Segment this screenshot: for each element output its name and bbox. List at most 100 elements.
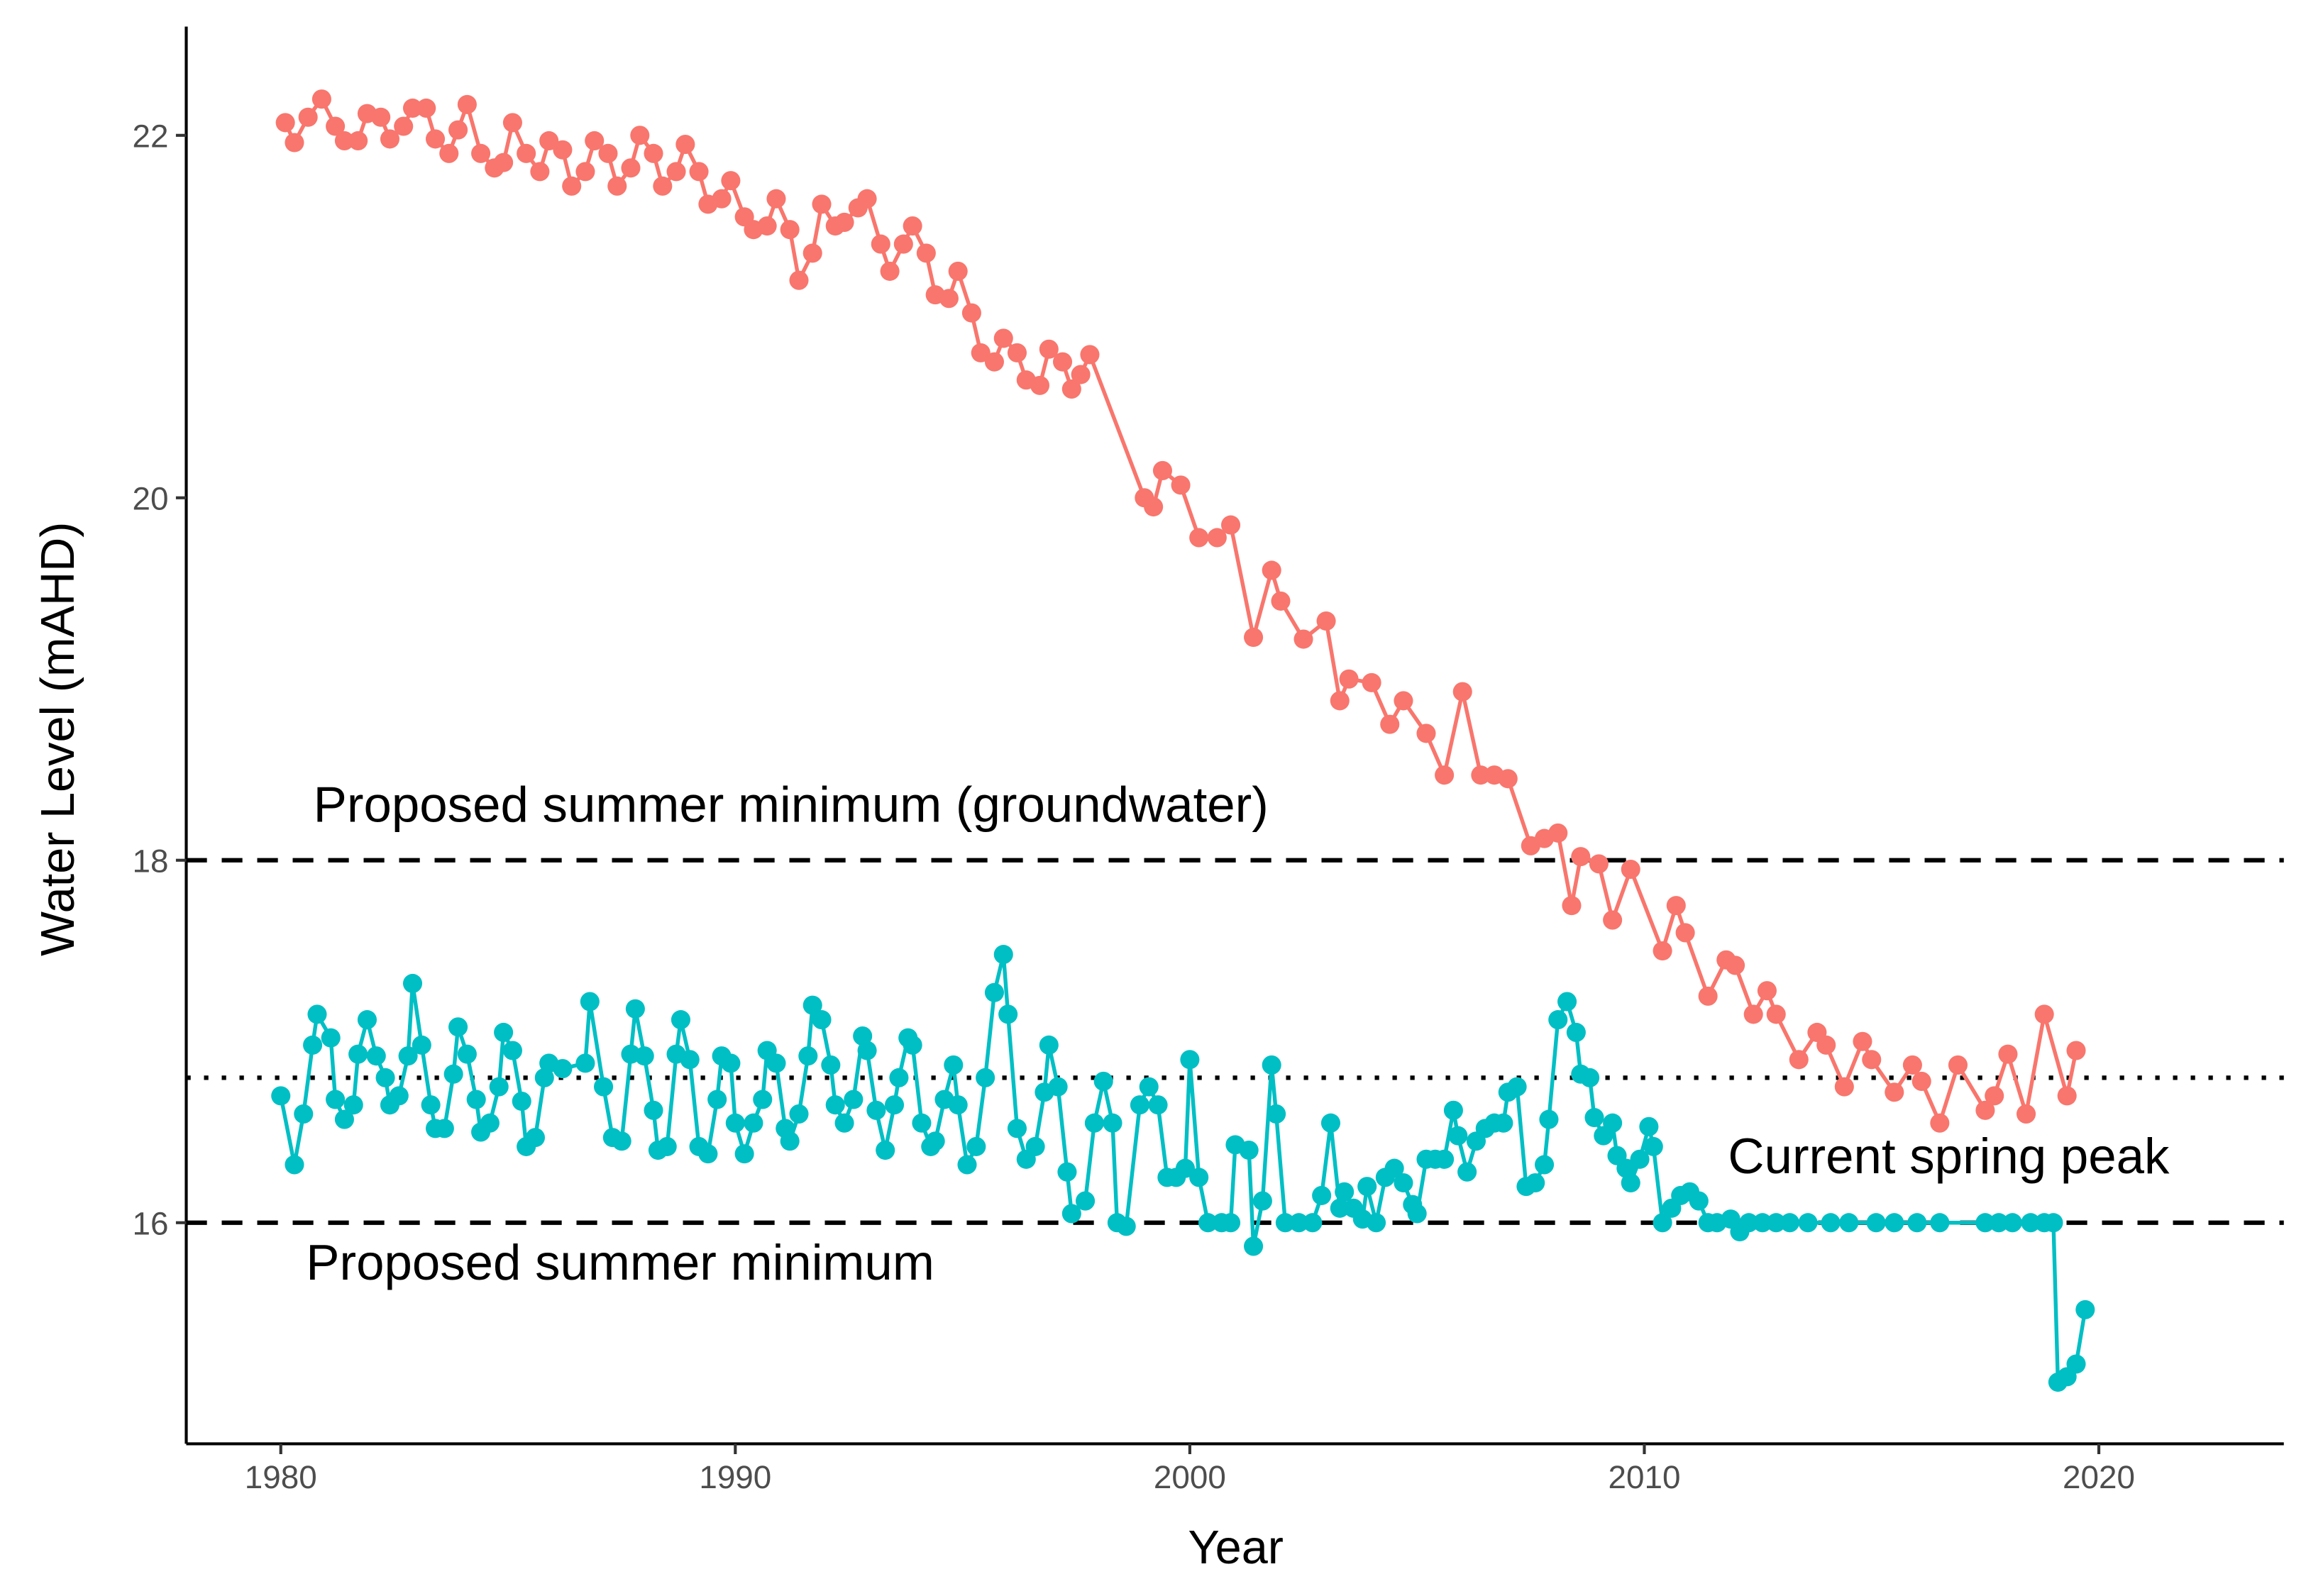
point <box>1116 1217 1136 1236</box>
series-line <box>283 96 2078 1125</box>
point <box>425 129 446 149</box>
point <box>366 1046 386 1066</box>
point <box>1853 1031 1872 1051</box>
y-axis-title: Water Level (mAHD) <box>32 521 84 955</box>
point <box>466 1090 486 1109</box>
point <box>853 1026 873 1046</box>
point <box>321 1028 341 1048</box>
point <box>725 1113 745 1133</box>
point <box>512 1092 531 1112</box>
point <box>1566 1022 1586 1043</box>
point <box>402 98 423 118</box>
point <box>1616 1158 1636 1178</box>
point <box>1689 1191 1709 1211</box>
point <box>1589 854 1609 874</box>
point <box>1448 1126 1468 1146</box>
point <box>502 1041 522 1060</box>
point <box>998 1004 1018 1024</box>
point <box>457 94 477 114</box>
point <box>1930 1213 1950 1233</box>
point <box>1989 1213 2009 1233</box>
point <box>1061 1204 1081 1224</box>
x-axis-title: Year <box>1188 1522 1284 1574</box>
point <box>480 1113 500 1133</box>
point <box>1757 981 1777 1001</box>
point <box>1394 691 1413 711</box>
point <box>993 328 1013 348</box>
point <box>1152 460 1172 480</box>
point <box>1452 682 1472 702</box>
point <box>1080 345 1100 365</box>
point <box>1007 1119 1027 1138</box>
point <box>1571 847 1591 867</box>
point <box>1548 1010 1568 1030</box>
point <box>2043 1213 2063 1233</box>
point <box>1698 986 1718 1006</box>
point <box>1435 765 1455 785</box>
point <box>1057 1162 1077 1182</box>
point <box>2075 1299 2095 1319</box>
point <box>1039 1035 1059 1055</box>
point <box>1207 528 1227 548</box>
point <box>2057 1086 2077 1106</box>
y-tick-label: 16 <box>133 1205 169 1241</box>
point <box>1885 1213 1904 1233</box>
point <box>1220 1213 1241 1233</box>
point <box>334 1109 354 1129</box>
point <box>1630 1149 1650 1169</box>
point <box>1985 1086 2004 1106</box>
point <box>1189 1168 1209 1187</box>
point <box>303 1035 323 1055</box>
point <box>585 131 605 150</box>
point <box>594 1077 614 1097</box>
point <box>630 126 650 145</box>
point <box>294 1104 314 1124</box>
point <box>1244 627 1264 648</box>
point <box>285 133 304 153</box>
point <box>912 1113 932 1133</box>
point <box>1262 1055 1281 1075</box>
point <box>443 1064 463 1084</box>
point <box>1252 1191 1272 1211</box>
point <box>721 1053 741 1073</box>
point <box>607 176 627 196</box>
point <box>1930 1113 1950 1133</box>
point <box>871 234 890 254</box>
point <box>1653 1213 1672 1233</box>
point <box>1316 611 1336 631</box>
point <box>857 1041 877 1060</box>
point <box>1975 1213 1995 1233</box>
point <box>876 1140 895 1160</box>
point <box>598 143 618 163</box>
point <box>326 116 346 136</box>
point <box>1443 1100 1463 1120</box>
point <box>766 1053 786 1073</box>
point <box>1562 896 1582 916</box>
point <box>2066 1354 2086 1374</box>
point <box>1335 1182 1355 1202</box>
point <box>1357 1177 1377 1197</box>
point <box>1948 1055 1968 1075</box>
point <box>1320 1113 1341 1133</box>
point <box>1025 1136 1045 1156</box>
point <box>698 1144 718 1164</box>
point <box>657 1136 677 1156</box>
point <box>575 162 595 182</box>
point <box>780 220 800 240</box>
point <box>1071 365 1091 384</box>
point <box>1675 923 1695 943</box>
point <box>389 1086 409 1106</box>
point <box>1293 629 1313 649</box>
point <box>357 1010 377 1030</box>
point <box>1384 1158 1404 1178</box>
point <box>984 352 1004 372</box>
point <box>1643 1136 1663 1156</box>
point <box>1866 1213 1886 1233</box>
point <box>653 176 673 196</box>
point <box>916 243 936 263</box>
point <box>1507 1077 1527 1097</box>
point <box>1798 1213 1818 1233</box>
point <box>1975 1100 1995 1120</box>
point <box>903 1035 922 1055</box>
